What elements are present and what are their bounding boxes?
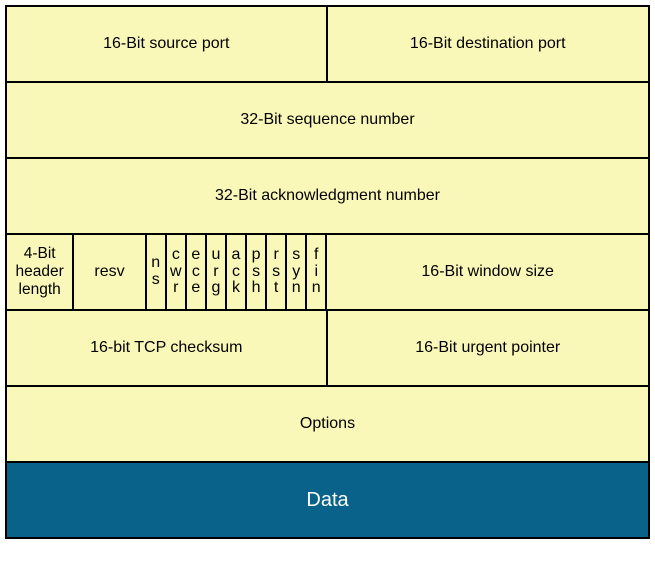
flag-ece: e c e xyxy=(187,235,207,311)
flag-syn: s y n xyxy=(287,235,307,311)
field-window-size: 16-Bit window size xyxy=(327,235,648,311)
field-reserved: resv xyxy=(74,235,146,311)
field-checksum: 16-bit TCP checksum xyxy=(7,311,328,387)
flag-urg: u r g xyxy=(207,235,227,311)
field-urgent-pointer: 16-Bit urgent pointer xyxy=(328,311,649,387)
field-header-length: 4-Bit header length xyxy=(7,235,74,311)
row-checksum: 16-bit TCP checksum 16-Bit urgent pointe… xyxy=(7,311,648,387)
row-ack-number: 32-Bit acknowledgment number xyxy=(7,159,648,235)
field-data: Data xyxy=(7,463,648,539)
row-data: Data xyxy=(7,463,648,539)
field-ack-number: 32-Bit acknowledgment number xyxy=(7,159,648,235)
flag-rst: r s t xyxy=(267,235,287,311)
flag-fin: f i n xyxy=(307,235,327,311)
field-source-port: 16-Bit source port xyxy=(7,7,328,83)
row-seq-number: 32-Bit sequence number xyxy=(7,83,648,159)
flag-ack: a c k xyxy=(227,235,247,311)
flag-psh: p s h xyxy=(247,235,267,311)
tcp-header-diagram: 16-Bit source port 16-Bit destination po… xyxy=(5,5,650,539)
flag-ns: n s xyxy=(147,235,167,311)
flag-cwr: c w r xyxy=(167,235,187,311)
row-ports: 16-Bit source port 16-Bit destination po… xyxy=(7,7,648,83)
row-options: Options xyxy=(7,387,648,463)
field-seq-number: 32-Bit sequence number xyxy=(7,83,648,159)
field-options: Options xyxy=(7,387,648,463)
field-dest-port: 16-Bit destination port xyxy=(328,7,649,83)
row-flags: 4-Bit header length resv n s c w r e c e… xyxy=(7,235,648,311)
